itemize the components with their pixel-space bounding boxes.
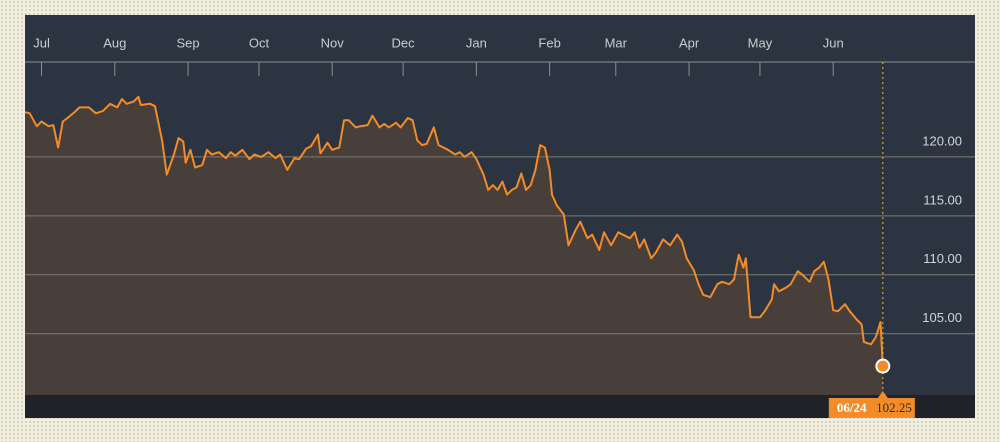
x-tick-label: Jul <box>33 35 50 50</box>
cursor-pointer <box>877 391 888 398</box>
cursor-box <box>828 398 915 418</box>
x-tick-label: Jan <box>466 35 487 50</box>
x-tick-label: Jun <box>823 35 844 50</box>
x-tick-label: May <box>748 35 773 50</box>
area-fill <box>25 96 883 396</box>
x-tick-label: Nov <box>321 35 345 50</box>
last-point <box>875 358 891 374</box>
x-tick-label: Sep <box>176 35 199 50</box>
x-tick-label: Apr <box>679 35 700 50</box>
cursor-value: 102.25 <box>876 400 912 415</box>
x-tick-label: Oct <box>249 35 270 50</box>
bottom-strip <box>25 395 975 418</box>
x-tick-label: Feb <box>538 35 560 50</box>
x-tick-label: Mar <box>605 35 628 50</box>
y-tick-label: 105.00 <box>922 310 962 325</box>
x-tick-label: Aug <box>103 35 126 50</box>
y-tick-label: 115.00 <box>923 192 962 207</box>
price-line <box>24 95 884 367</box>
x-tick-label: Dec <box>392 35 416 50</box>
y-tick-label: 110.00 <box>923 251 962 266</box>
cursor-date: 06/24 <box>837 400 867 415</box>
y-tick-label: 120.00 <box>922 133 962 148</box>
